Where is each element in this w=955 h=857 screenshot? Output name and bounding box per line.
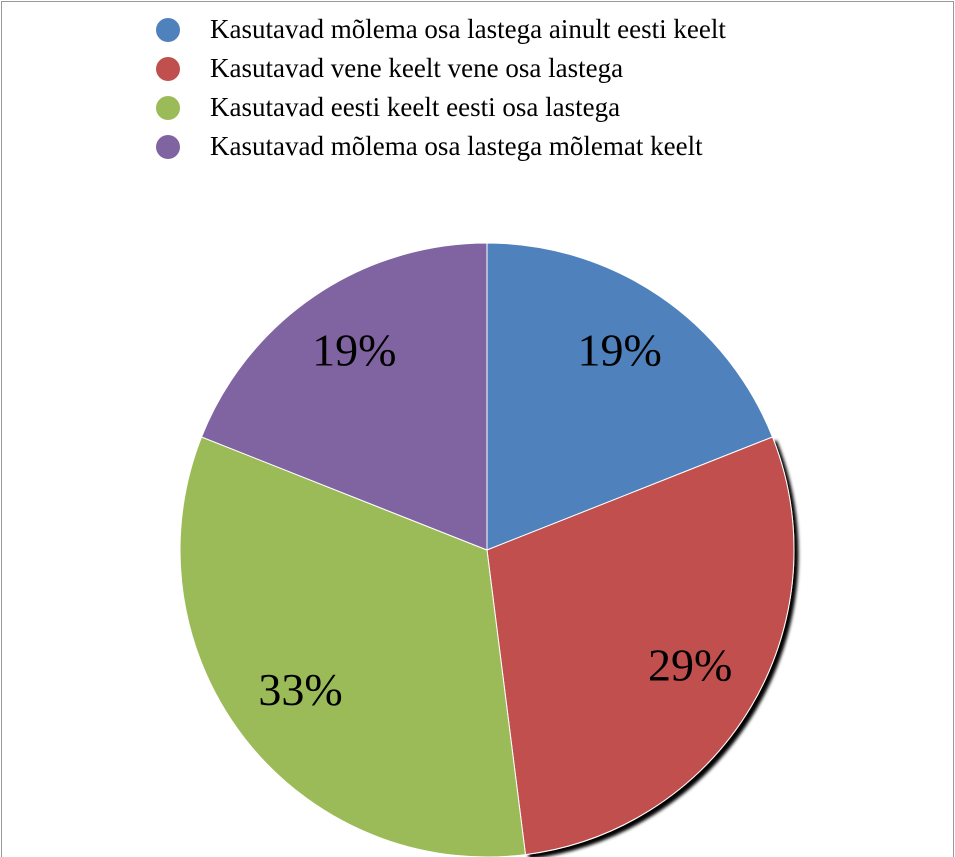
- slice: [486, 436, 795, 856]
- slice: [200, 242, 488, 551]
- legend-marker: [156, 18, 180, 42]
- slice: [486, 242, 774, 551]
- slice-label: 19%: [577, 324, 661, 375]
- legend-marker: [156, 57, 180, 81]
- pie: 19% 29% 33% 19%: [179, 242, 795, 857]
- legend-label: Kasutavad mõlema osa lastega mõlemat kee…: [210, 131, 703, 161]
- slice-label: 19%: [312, 324, 396, 375]
- legend-label: Kasutavad eesti keelt eesti osa lastega: [210, 92, 620, 122]
- slice-label: 29%: [648, 640, 732, 691]
- legend-label: Kasutavad vene keelt vene osa lastega: [210, 53, 623, 83]
- legend-marker: [156, 135, 180, 159]
- slice-label: 33%: [258, 664, 342, 715]
- slice: [179, 436, 527, 857]
- legend: Kasutavad mõlema osa lastega ainult eest…: [156, 14, 726, 161]
- legend-label: Kasutavad mõlema osa lastega ainult eest…: [210, 14, 726, 44]
- legend-marker: [156, 96, 180, 120]
